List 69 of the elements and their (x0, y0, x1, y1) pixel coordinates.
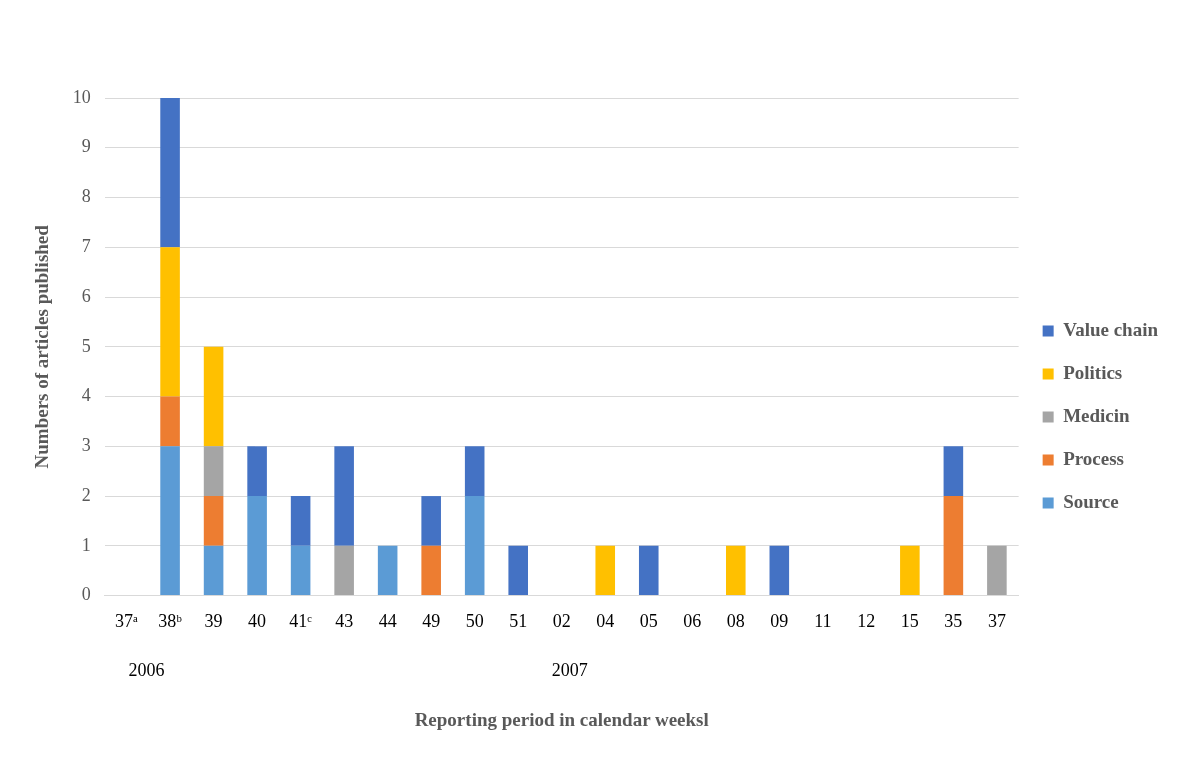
y-tick-label: 10 (72, 86, 91, 107)
bar (508, 545, 528, 596)
bar (203, 446, 224, 497)
y-tick-label: 3 (81, 435, 91, 456)
x-tick-label: 41ᶜ (289, 611, 313, 632)
text: 2006 (128, 659, 165, 680)
bar (421, 496, 441, 546)
x-tick-label: 05 (639, 611, 658, 632)
bar (334, 446, 354, 546)
x-tick-label: 43 (335, 611, 354, 632)
y-tick-label: 0 (81, 584, 91, 605)
bar (769, 545, 790, 596)
bar (160, 446, 180, 596)
bar (943, 446, 964, 497)
x-tick-label: 02 (552, 611, 571, 632)
y-tick-label: 6 (81, 285, 91, 306)
y-tick-label: 4 (81, 385, 91, 406)
bar (160, 396, 180, 447)
y-tick-label: 1 (81, 534, 91, 555)
y-tick-label: 7 (81, 236, 91, 257)
y-tick-label: 8 (81, 186, 91, 207)
bar (290, 496, 311, 546)
bar (900, 545, 920, 596)
bar (203, 545, 224, 596)
x-tick-label: 49 (422, 611, 441, 632)
x-tick-label: 44 (378, 611, 397, 632)
bar (203, 346, 224, 447)
y-axis-title: Numbers of articles published (31, 224, 53, 469)
bar (421, 545, 441, 596)
x-axis-title: Reporting period in calendar weeksl (414, 708, 709, 730)
legend-label: Value chain (1063, 318, 1159, 340)
x-tick-label: 12 (857, 611, 876, 632)
text: 2007 (551, 659, 588, 680)
x-tick-label: 40 (248, 611, 267, 632)
bar (290, 545, 311, 596)
bar (464, 446, 485, 497)
bar (247, 446, 267, 497)
bar (377, 545, 398, 596)
x-tick-label: 38ᵇ (158, 611, 183, 632)
y-tick-label: 5 (81, 335, 91, 356)
x-tick-label: 37ᵃ (115, 611, 139, 632)
legend-label: Medicin (1063, 404, 1131, 426)
bar (595, 545, 616, 596)
x-tick-label: 51 (509, 611, 528, 632)
x-tick-label: 37 (987, 611, 1006, 632)
bar (987, 545, 1007, 596)
bar (726, 545, 746, 596)
legend-label: Process (1063, 447, 1125, 469)
x-tick-label: 35 (944, 611, 963, 632)
bar (638, 545, 659, 596)
bar (464, 496, 485, 596)
legend-label: Source (1063, 490, 1119, 512)
x-tick-label: 39 (204, 611, 223, 632)
x-tick-label: 50 (465, 611, 484, 632)
y-tick-label: 9 (81, 136, 91, 157)
x-tick-label: 09 (770, 611, 789, 632)
bar (160, 98, 180, 248)
bar (247, 496, 267, 596)
bar (203, 496, 224, 546)
x-tick-label: 04 (596, 611, 615, 632)
x-tick-label: 11 (814, 611, 832, 632)
y-tick-label: 2 (81, 484, 91, 505)
bar (943, 496, 964, 596)
x-tick-label: 08 (726, 611, 745, 632)
x-tick-label: 15 (900, 611, 919, 632)
x-tick-label: 06 (683, 611, 702, 632)
bar (160, 247, 180, 397)
bar (334, 545, 354, 596)
legend-label: Politics (1063, 361, 1123, 383)
